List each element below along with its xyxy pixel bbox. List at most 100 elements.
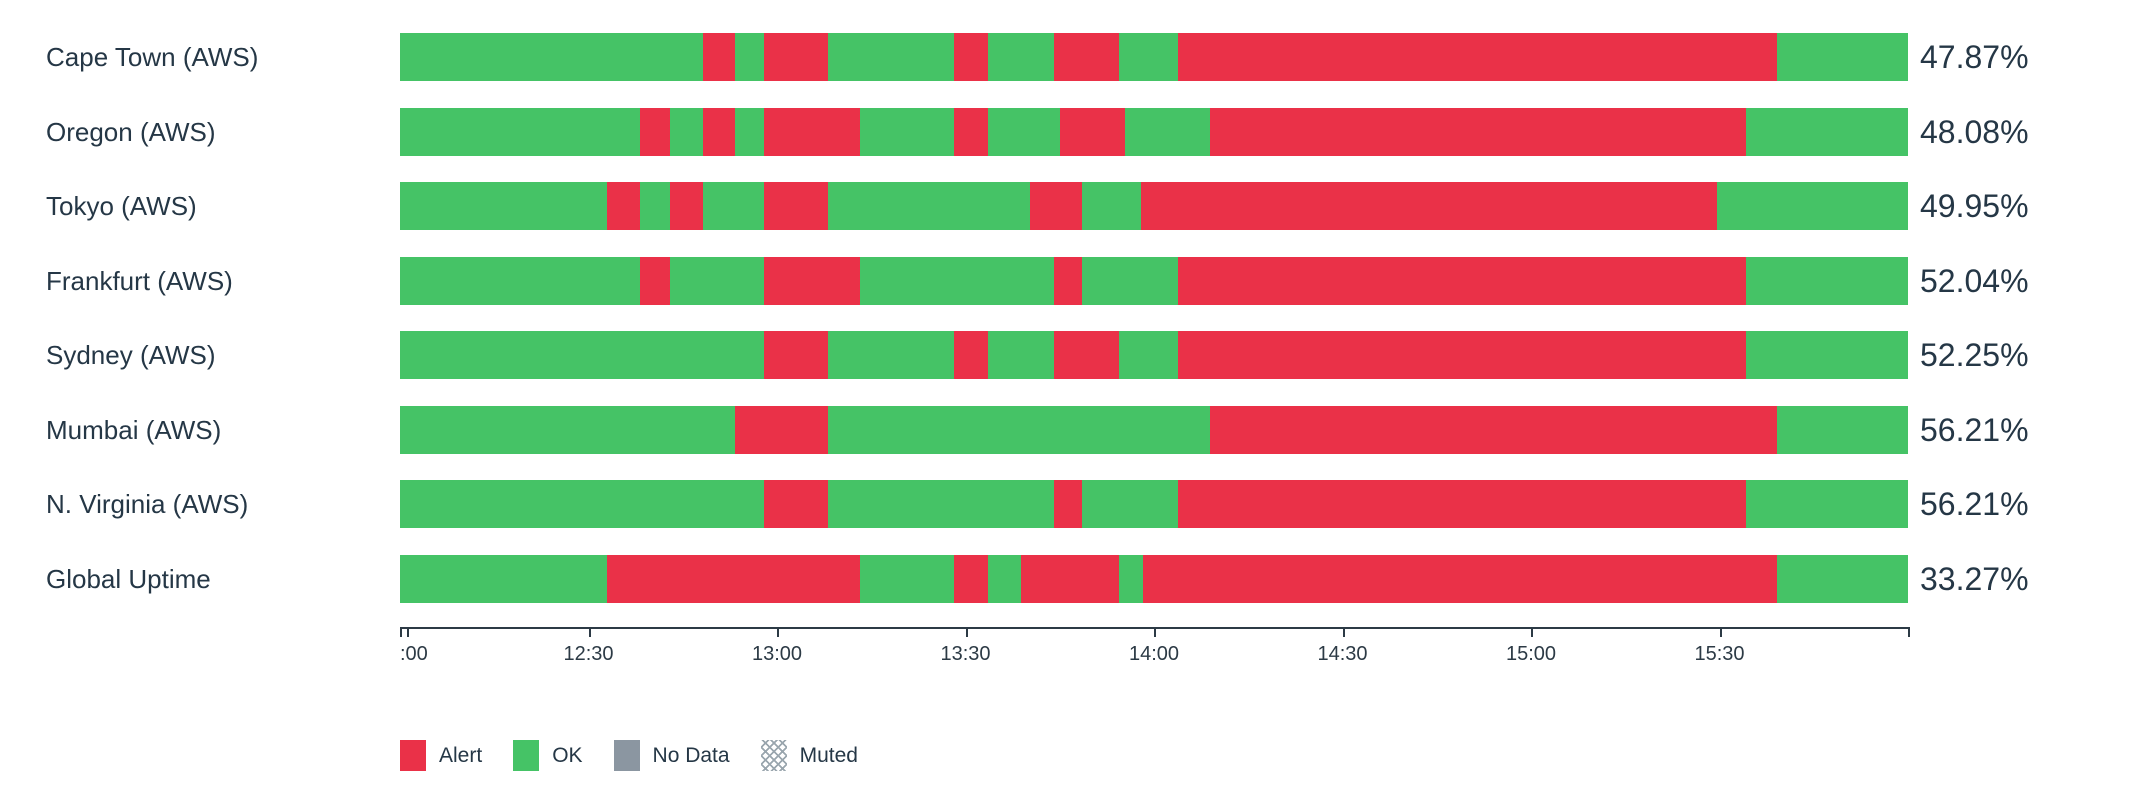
bar-segment-ok[interactable] xyxy=(828,405,1210,454)
bar-segment-alert[interactable] xyxy=(1059,107,1126,156)
axis-tick xyxy=(1719,627,1722,637)
bar-segment-alert[interactable] xyxy=(764,107,860,156)
bar-segment-alert[interactable] xyxy=(764,256,860,305)
bar-segment-alert[interactable] xyxy=(1178,480,1746,528)
bar-segment-ok[interactable] xyxy=(1746,256,1908,305)
bar-segment-ok[interactable] xyxy=(988,331,1055,379)
bar-segment-ok[interactable] xyxy=(988,554,1022,603)
bar-segment-alert[interactable] xyxy=(734,405,829,454)
row-label: Global Uptime xyxy=(46,563,211,594)
bar-segment-ok[interactable] xyxy=(828,33,954,81)
axis-tick-label: 13:30 xyxy=(940,643,991,665)
bar-segment-ok[interactable] xyxy=(400,554,607,603)
bar-segment-alert[interactable] xyxy=(1054,33,1120,81)
bar-segment-alert[interactable] xyxy=(764,182,829,230)
bar-segment-ok[interactable] xyxy=(1745,331,1908,379)
bar-segment-ok[interactable] xyxy=(1745,107,1908,156)
bar-segment-ok[interactable] xyxy=(1119,33,1179,81)
bar-segment-ok[interactable] xyxy=(828,331,955,379)
bar-segment-ok[interactable] xyxy=(400,256,640,305)
bar-segment-ok[interactable] xyxy=(1745,480,1908,528)
bar-segment-ok[interactable] xyxy=(400,107,640,156)
bar-segment-ok[interactable] xyxy=(1776,33,1908,81)
axis-tick xyxy=(777,627,779,637)
row-label: Mumbai (AWS) xyxy=(46,414,222,445)
bar-segment-alert[interactable] xyxy=(1021,554,1120,603)
legend-item-ok[interactable]: OK xyxy=(513,740,583,771)
bar-segment-ok[interactable] xyxy=(1081,480,1179,528)
bar-segment-alert[interactable] xyxy=(1141,182,1718,230)
bar-segment-alert[interactable] xyxy=(1143,554,1777,603)
bar-segment-alert[interactable] xyxy=(639,256,670,305)
status-bar xyxy=(400,554,1908,603)
bar-segment-ok[interactable] xyxy=(1119,554,1144,603)
bar-segment-ok[interactable] xyxy=(828,182,1031,230)
bar-segment-ok[interactable] xyxy=(1717,182,1908,230)
axis-tick xyxy=(400,627,402,637)
status-bar xyxy=(400,182,1908,230)
bar-segment-ok[interactable] xyxy=(669,107,704,156)
legend-item-alert[interactable]: Alert xyxy=(400,740,482,771)
legend: Alert OK No Data Muted xyxy=(400,740,858,771)
bar-segment-alert[interactable] xyxy=(1054,331,1120,379)
bar-segment-ok[interactable] xyxy=(400,182,607,230)
bar-segment-alert[interactable] xyxy=(1178,331,1746,379)
bar-segment-ok[interactable] xyxy=(639,182,670,230)
status-bar xyxy=(400,405,1908,454)
axis-tick-label: 12:30 xyxy=(563,643,614,665)
bar-segment-ok[interactable] xyxy=(703,182,765,230)
bar-segment-alert[interactable] xyxy=(606,182,640,230)
status-row: Sydney (AWS) 52.25% xyxy=(0,331,2134,379)
status-bar xyxy=(400,33,1908,81)
axis-tick xyxy=(1154,627,1156,637)
bar-segment-ok[interactable] xyxy=(859,554,955,603)
bar-segment-alert[interactable] xyxy=(764,480,829,528)
axis-tick xyxy=(406,627,409,637)
bar-segment-ok[interactable] xyxy=(988,33,1055,81)
legend-item-no_data[interactable]: No Data xyxy=(613,740,730,771)
bar-segment-alert[interactable] xyxy=(764,331,829,379)
legend-swatch-no_data xyxy=(613,740,640,771)
bar-segment-alert[interactable] xyxy=(703,107,735,156)
bar-segment-alert[interactable] xyxy=(764,33,829,81)
bar-segment-ok[interactable] xyxy=(1776,554,1908,603)
bar-segment-ok[interactable] xyxy=(1081,182,1142,230)
bar-segment-ok[interactable] xyxy=(734,33,765,81)
bar-segment-ok[interactable] xyxy=(859,107,954,156)
bar-segment-alert[interactable] xyxy=(1178,256,1746,305)
bar-segment-alert[interactable] xyxy=(953,33,989,81)
status-bar xyxy=(400,107,1908,156)
bar-segment-alert[interactable] xyxy=(1209,405,1777,454)
bar-segment-alert[interactable] xyxy=(954,331,989,379)
legend-label: OK xyxy=(552,744,583,767)
bar-segment-ok[interactable] xyxy=(1125,107,1210,156)
bar-segment-alert[interactable] xyxy=(1178,33,1777,81)
bar-segment-alert[interactable] xyxy=(1030,182,1082,230)
bar-segment-ok[interactable] xyxy=(400,480,765,528)
bar-segment-ok[interactable] xyxy=(400,33,704,81)
bar-segment-ok[interactable] xyxy=(828,480,1055,528)
bar-segment-ok[interactable] xyxy=(400,331,765,379)
bar-segment-alert[interactable] xyxy=(953,107,989,156)
legend-item-muted[interactable]: Muted xyxy=(760,740,858,771)
bar-segment-alert[interactable] xyxy=(669,182,704,230)
bar-segment-alert[interactable] xyxy=(954,554,989,603)
bar-segment-alert[interactable] xyxy=(1209,107,1746,156)
bar-segment-ok[interactable] xyxy=(1776,405,1908,454)
bar-segment-alert[interactable] xyxy=(703,33,735,81)
bar-segment-alert[interactable] xyxy=(639,107,670,156)
row-label: N. Virginia (AWS) xyxy=(46,489,249,519)
bar-segment-ok[interactable] xyxy=(988,107,1060,156)
bar-segment-alert[interactable] xyxy=(1054,480,1082,528)
legend-swatch-muted xyxy=(760,740,787,771)
bar-segment-alert[interactable] xyxy=(606,554,860,603)
axis-tick xyxy=(588,627,591,637)
bar-segment-ok[interactable] xyxy=(669,256,765,305)
bar-segment-ok[interactable] xyxy=(1119,331,1179,379)
axis-tick xyxy=(965,627,968,637)
bar-segment-ok[interactable] xyxy=(859,256,1055,305)
bar-segment-ok[interactable] xyxy=(400,405,735,454)
bar-segment-alert[interactable] xyxy=(1054,256,1082,305)
bar-segment-ok[interactable] xyxy=(734,107,765,156)
bar-segment-ok[interactable] xyxy=(1081,256,1179,305)
